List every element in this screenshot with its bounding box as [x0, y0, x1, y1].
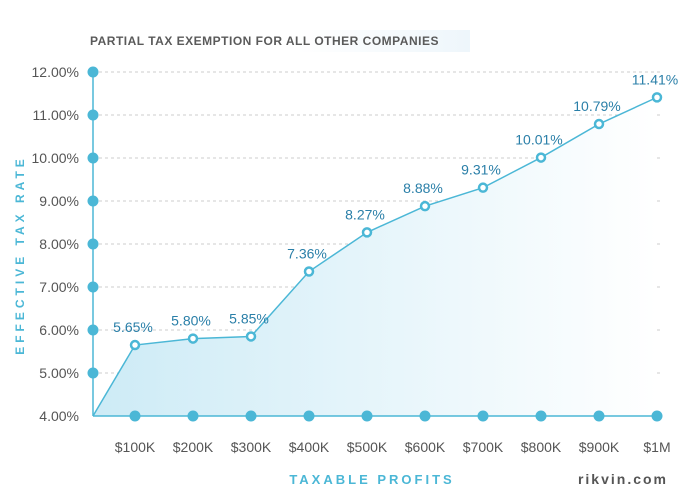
data-point — [593, 118, 605, 130]
data-point — [129, 339, 141, 351]
x-tick-label: $400K — [289, 439, 330, 455]
y-axis-dot — [87, 152, 99, 164]
area-fill — [93, 97, 657, 417]
x-tick-label: $300K — [231, 439, 272, 455]
y-tick-label: 4.00% — [39, 408, 79, 424]
data-label: 5.80% — [171, 313, 211, 329]
source-credit: rikvin.com — [577, 471, 668, 487]
y-axis-dot — [87, 367, 99, 379]
data-point — [535, 152, 547, 163]
x-axis-dot — [419, 410, 431, 422]
x-tick-label: $900K — [579, 439, 620, 455]
y-axis-dot — [87, 238, 99, 250]
x-axis-dot — [129, 410, 141, 422]
data-point — [187, 333, 199, 344]
data-label: 10.79% — [573, 98, 620, 114]
y-axis-dot — [87, 281, 99, 293]
x-tick-label: $700K — [463, 439, 504, 455]
data-point — [419, 200, 431, 212]
data-point — [361, 227, 373, 238]
data-label: 8.88% — [403, 180, 443, 196]
data-label: 5.65% — [113, 319, 153, 335]
chart-title: PARTIAL TAX EXEMPTION FOR ALL OTHER COMP… — [90, 34, 439, 48]
data-label: 11.41% — [632, 71, 678, 87]
x-axis-dot — [535, 410, 547, 422]
x-tick-label: $600K — [405, 439, 446, 455]
y-tick-label: 11.00% — [33, 107, 79, 123]
x-tick-label: $800K — [521, 439, 562, 455]
title-band — [84, 30, 470, 52]
x-tick-label: $100K — [115, 439, 156, 455]
data-point — [651, 92, 663, 103]
x-axis-label: TAXABLE PROFITS — [289, 472, 455, 487]
y-axis-dot — [87, 195, 99, 207]
x-tick-label: $500K — [347, 439, 388, 455]
x-axis-dot — [651, 410, 663, 422]
y-axis-dot — [87, 109, 99, 121]
x-axis-dot — [361, 410, 373, 422]
x-axis-dot — [593, 410, 605, 422]
x-tick-label: $200K — [173, 439, 214, 455]
data-label: 7.36% — [287, 246, 327, 262]
y-tick-label: 7.00% — [39, 279, 79, 295]
y-tick-label: 12.00% — [32, 64, 79, 80]
x-axis-dot — [303, 410, 315, 422]
data-label: 8.27% — [345, 206, 385, 222]
y-tick-label: 8.00% — [39, 236, 79, 252]
data-label: 9.31% — [461, 162, 501, 178]
data-label: 5.85% — [229, 310, 269, 326]
x-axis-dot — [245, 410, 257, 422]
x-axis-dot — [187, 410, 199, 422]
y-tick-label: 5.00% — [39, 365, 79, 381]
data-label: 10.01% — [515, 132, 562, 148]
y-axis-dot — [87, 324, 99, 336]
y-axis-dot — [87, 66, 99, 78]
data-point — [477, 182, 489, 193]
x-axis-dot — [477, 410, 489, 422]
x-tick-label: $1M — [643, 439, 670, 455]
data-point — [245, 331, 257, 342]
y-tick-label: 10.00% — [32, 150, 79, 166]
y-tick-label: 6.00% — [39, 322, 79, 338]
data-point — [303, 266, 315, 277]
y-tick-label: 9.00% — [39, 193, 79, 209]
